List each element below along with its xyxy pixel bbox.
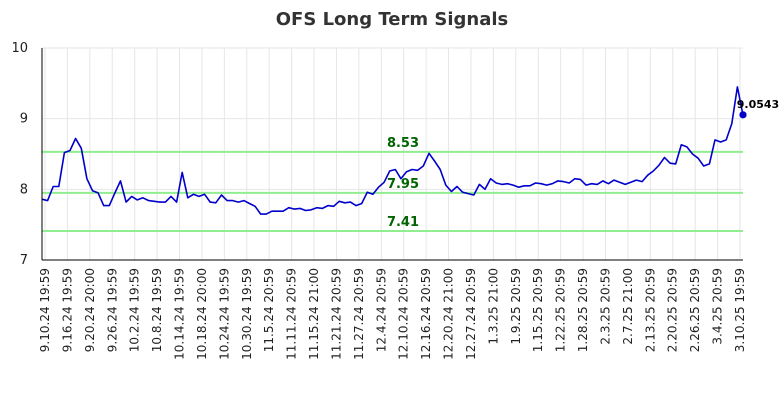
x-tick-label: 10.2.24 19:59 <box>128 268 142 352</box>
x-tick-label: 10.8.24 19:59 <box>150 268 164 352</box>
x-tick-label: 11.21.24 20:59 <box>329 268 343 360</box>
x-tick-label: 11.15.24 21:00 <box>307 268 321 360</box>
x-tick-label: 10.24.24 19:59 <box>217 268 231 360</box>
signal-line-label: 8.53 <box>387 136 419 151</box>
x-tick-label: 10.14.24 19:59 <box>173 268 187 360</box>
x-tick-label: 9.26.24 19:59 <box>105 268 119 352</box>
x-tick-label: 1.3.25 21:00 <box>486 268 500 345</box>
x-tick-label: 2.13.25 20:59 <box>643 268 657 352</box>
x-tick-label: 11.11.24 20:59 <box>285 268 299 360</box>
x-tick-label: 9.10.24 19:59 <box>38 268 52 352</box>
x-tick-label: 2.20.25 20:59 <box>666 268 680 352</box>
labels: 7 8 9 10 9.10.24 19:59 9.16.24 19:59 9.20.24 2… <box>11 41 779 360</box>
x-tick-label: 9.20.24 20:00 <box>83 268 97 352</box>
x-tick-label: 11.5.24 20:59 <box>262 268 276 352</box>
price-series <box>41 86 747 215</box>
x-tick-label: 10.30.24 19:59 <box>240 268 254 360</box>
chart-title: OFS Long Term Signals <box>276 9 509 30</box>
y-tick-label: 8 <box>20 182 28 197</box>
y-tick-label: 9 <box>20 112 28 127</box>
x-tick-label: 2.26.25 20:59 <box>688 268 702 352</box>
y-tick-label: 7 <box>20 253 28 268</box>
x-tick-label: 3.4.25 20:59 <box>711 268 725 345</box>
y-tick-label: 10 <box>11 41 28 56</box>
grid <box>42 47 743 261</box>
x-tick-label: 12.20.24 21:00 <box>442 268 456 360</box>
x-tick-label: 10.18.24 20:00 <box>195 268 209 360</box>
x-tick-label: 12.10.24 20:59 <box>397 268 411 360</box>
signal-line-label: 7.95 <box>387 177 419 192</box>
signal-lines <box>42 150 743 233</box>
series-line <box>41 86 744 215</box>
axes <box>41 48 743 261</box>
x-tick-label: 11.27.24 20:59 <box>352 268 366 360</box>
x-tick-label: 12.27.24 20:59 <box>464 268 478 360</box>
signal-line-label: 7.41 <box>387 215 419 230</box>
last-value-label: 9.0543 <box>737 98 779 111</box>
x-tick-label: 1.28.25 20:59 <box>576 268 590 352</box>
x-tick-label: 3.10.25 19:59 <box>733 268 747 352</box>
x-tick-label: 2.3.25 20:59 <box>598 268 612 345</box>
x-tick-label: 12.4.24 20:59 <box>374 268 388 352</box>
x-tick-label: 1.15.25 20:59 <box>531 268 545 352</box>
x-tick-label: 2.7.25 21:00 <box>621 268 635 345</box>
x-tick-label: 9.16.24 19:59 <box>60 268 74 352</box>
x-tick-label: 12.16.24 20:59 <box>419 268 433 360</box>
x-tick-label: 1.22.25 20:59 <box>554 268 568 352</box>
last-point-marker <box>739 111 747 119</box>
x-tick-label: 1.9.25 20:59 <box>509 268 523 345</box>
